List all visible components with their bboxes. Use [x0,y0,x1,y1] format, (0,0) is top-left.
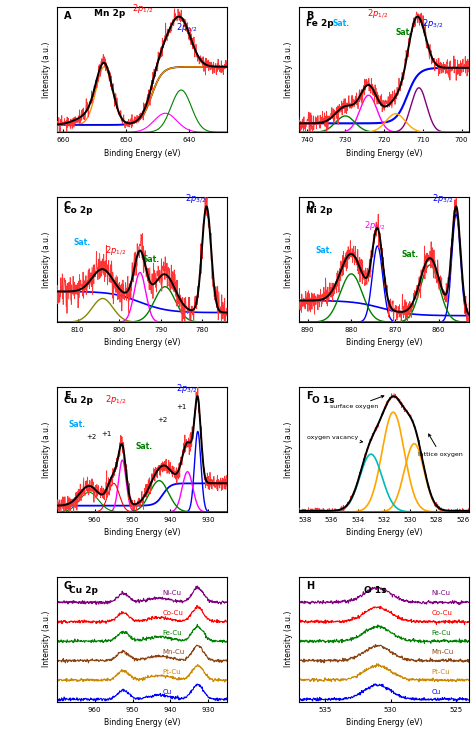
Y-axis label: Intensity (a.u.): Intensity (a.u.) [284,232,293,288]
Text: G: G [64,580,72,591]
Text: $2p_{3/2}$: $2p_{3/2}$ [185,192,206,205]
Text: H: H [306,580,314,591]
Text: Mn-Cu: Mn-Cu [432,649,454,655]
Text: Sat.: Sat. [74,238,91,246]
Text: O 1s: O 1s [312,396,335,405]
Text: Cu: Cu [432,689,441,695]
Text: Sat.: Sat. [135,442,153,452]
X-axis label: Binding Energy (eV): Binding Energy (eV) [104,718,180,727]
Text: B: B [306,11,313,21]
Text: $2p_{3/2}$: $2p_{3/2}$ [432,192,453,205]
Text: +2: +2 [86,434,96,441]
Y-axis label: Intensity (a.u.): Intensity (a.u.) [42,42,51,98]
Text: $2p_{3/2}$: $2p_{3/2}$ [176,382,198,395]
X-axis label: Binding Energy (eV): Binding Energy (eV) [104,338,180,347]
Text: Fe-Cu: Fe-Cu [163,629,182,635]
Text: Ni-Cu: Ni-Cu [163,590,182,596]
Text: $2p_{3/2}$: $2p_{3/2}$ [421,18,443,30]
Text: Sat.: Sat. [401,250,418,259]
Text: Sat.: Sat. [333,19,350,28]
Text: Cu 2p: Cu 2p [69,586,98,595]
Y-axis label: Intensity (a.u.): Intensity (a.u.) [42,611,51,667]
Text: Pt-Cu: Pt-Cu [432,669,450,675]
Y-axis label: Intensity (a.u.): Intensity (a.u.) [284,611,293,667]
X-axis label: Binding Energy (eV): Binding Energy (eV) [104,148,180,158]
Text: Pt-Cu: Pt-Cu [163,669,181,675]
Text: Co-Cu: Co-Cu [432,610,453,616]
Text: Mn-Cu: Mn-Cu [163,649,185,655]
Text: $2p_{1/2}$: $2p_{1/2}$ [132,2,153,15]
Y-axis label: Intensity (a.u.): Intensity (a.u.) [284,42,293,98]
X-axis label: Binding Energy (eV): Binding Energy (eV) [346,529,422,537]
Text: $2p_{1/2}$: $2p_{1/2}$ [105,393,126,406]
Text: +1: +1 [176,404,187,411]
Text: Ni-Cu: Ni-Cu [432,590,451,596]
Text: Sat.: Sat. [142,255,159,264]
Text: Fe 2p: Fe 2p [306,19,333,28]
Text: O 1s: O 1s [364,586,386,595]
Text: Ni 2p: Ni 2p [306,206,332,216]
X-axis label: Binding Energy (eV): Binding Energy (eV) [346,718,422,727]
Text: +2: +2 [157,417,168,423]
Y-axis label: Intensity (a.u.): Intensity (a.u.) [42,232,51,288]
Text: Co-Cu: Co-Cu [163,610,183,616]
X-axis label: Binding Energy (eV): Binding Energy (eV) [346,338,422,347]
Text: Sat.: Sat. [316,246,333,255]
Y-axis label: Intensity (a.u.): Intensity (a.u.) [42,421,51,477]
Text: $2p_{1/2}$: $2p_{1/2}$ [364,219,385,232]
Text: Fe-Cu: Fe-Cu [432,629,451,635]
Text: $2p_{1/2}$: $2p_{1/2}$ [367,7,388,20]
Text: Sat.: Sat. [396,28,413,37]
Text: Cu 2p: Cu 2p [64,396,92,405]
X-axis label: Binding Energy (eV): Binding Energy (eV) [104,529,180,537]
Text: A: A [64,11,71,21]
Text: D: D [306,201,314,211]
Text: $2p_{3/2}$: $2p_{3/2}$ [176,21,198,34]
Text: lattice oxygen: lattice oxygen [418,434,463,457]
Text: $2p_{1/2}$: $2p_{1/2}$ [105,245,126,257]
Text: surface oxygen: surface oxygen [329,395,384,409]
Y-axis label: Intensity (a.u.): Intensity (a.u.) [284,421,293,477]
X-axis label: Binding Energy (eV): Binding Energy (eV) [346,148,422,158]
Text: Co 2p: Co 2p [64,206,92,216]
Text: +1: +1 [101,431,111,436]
Text: Sat.: Sat. [69,420,86,429]
Text: C: C [64,201,71,211]
Text: F: F [306,391,312,401]
Text: Cu: Cu [163,689,172,695]
Text: oxygen vacancy: oxygen vacancy [307,436,363,443]
Text: E: E [64,391,70,401]
Text: Mn 2p: Mn 2p [94,9,126,18]
